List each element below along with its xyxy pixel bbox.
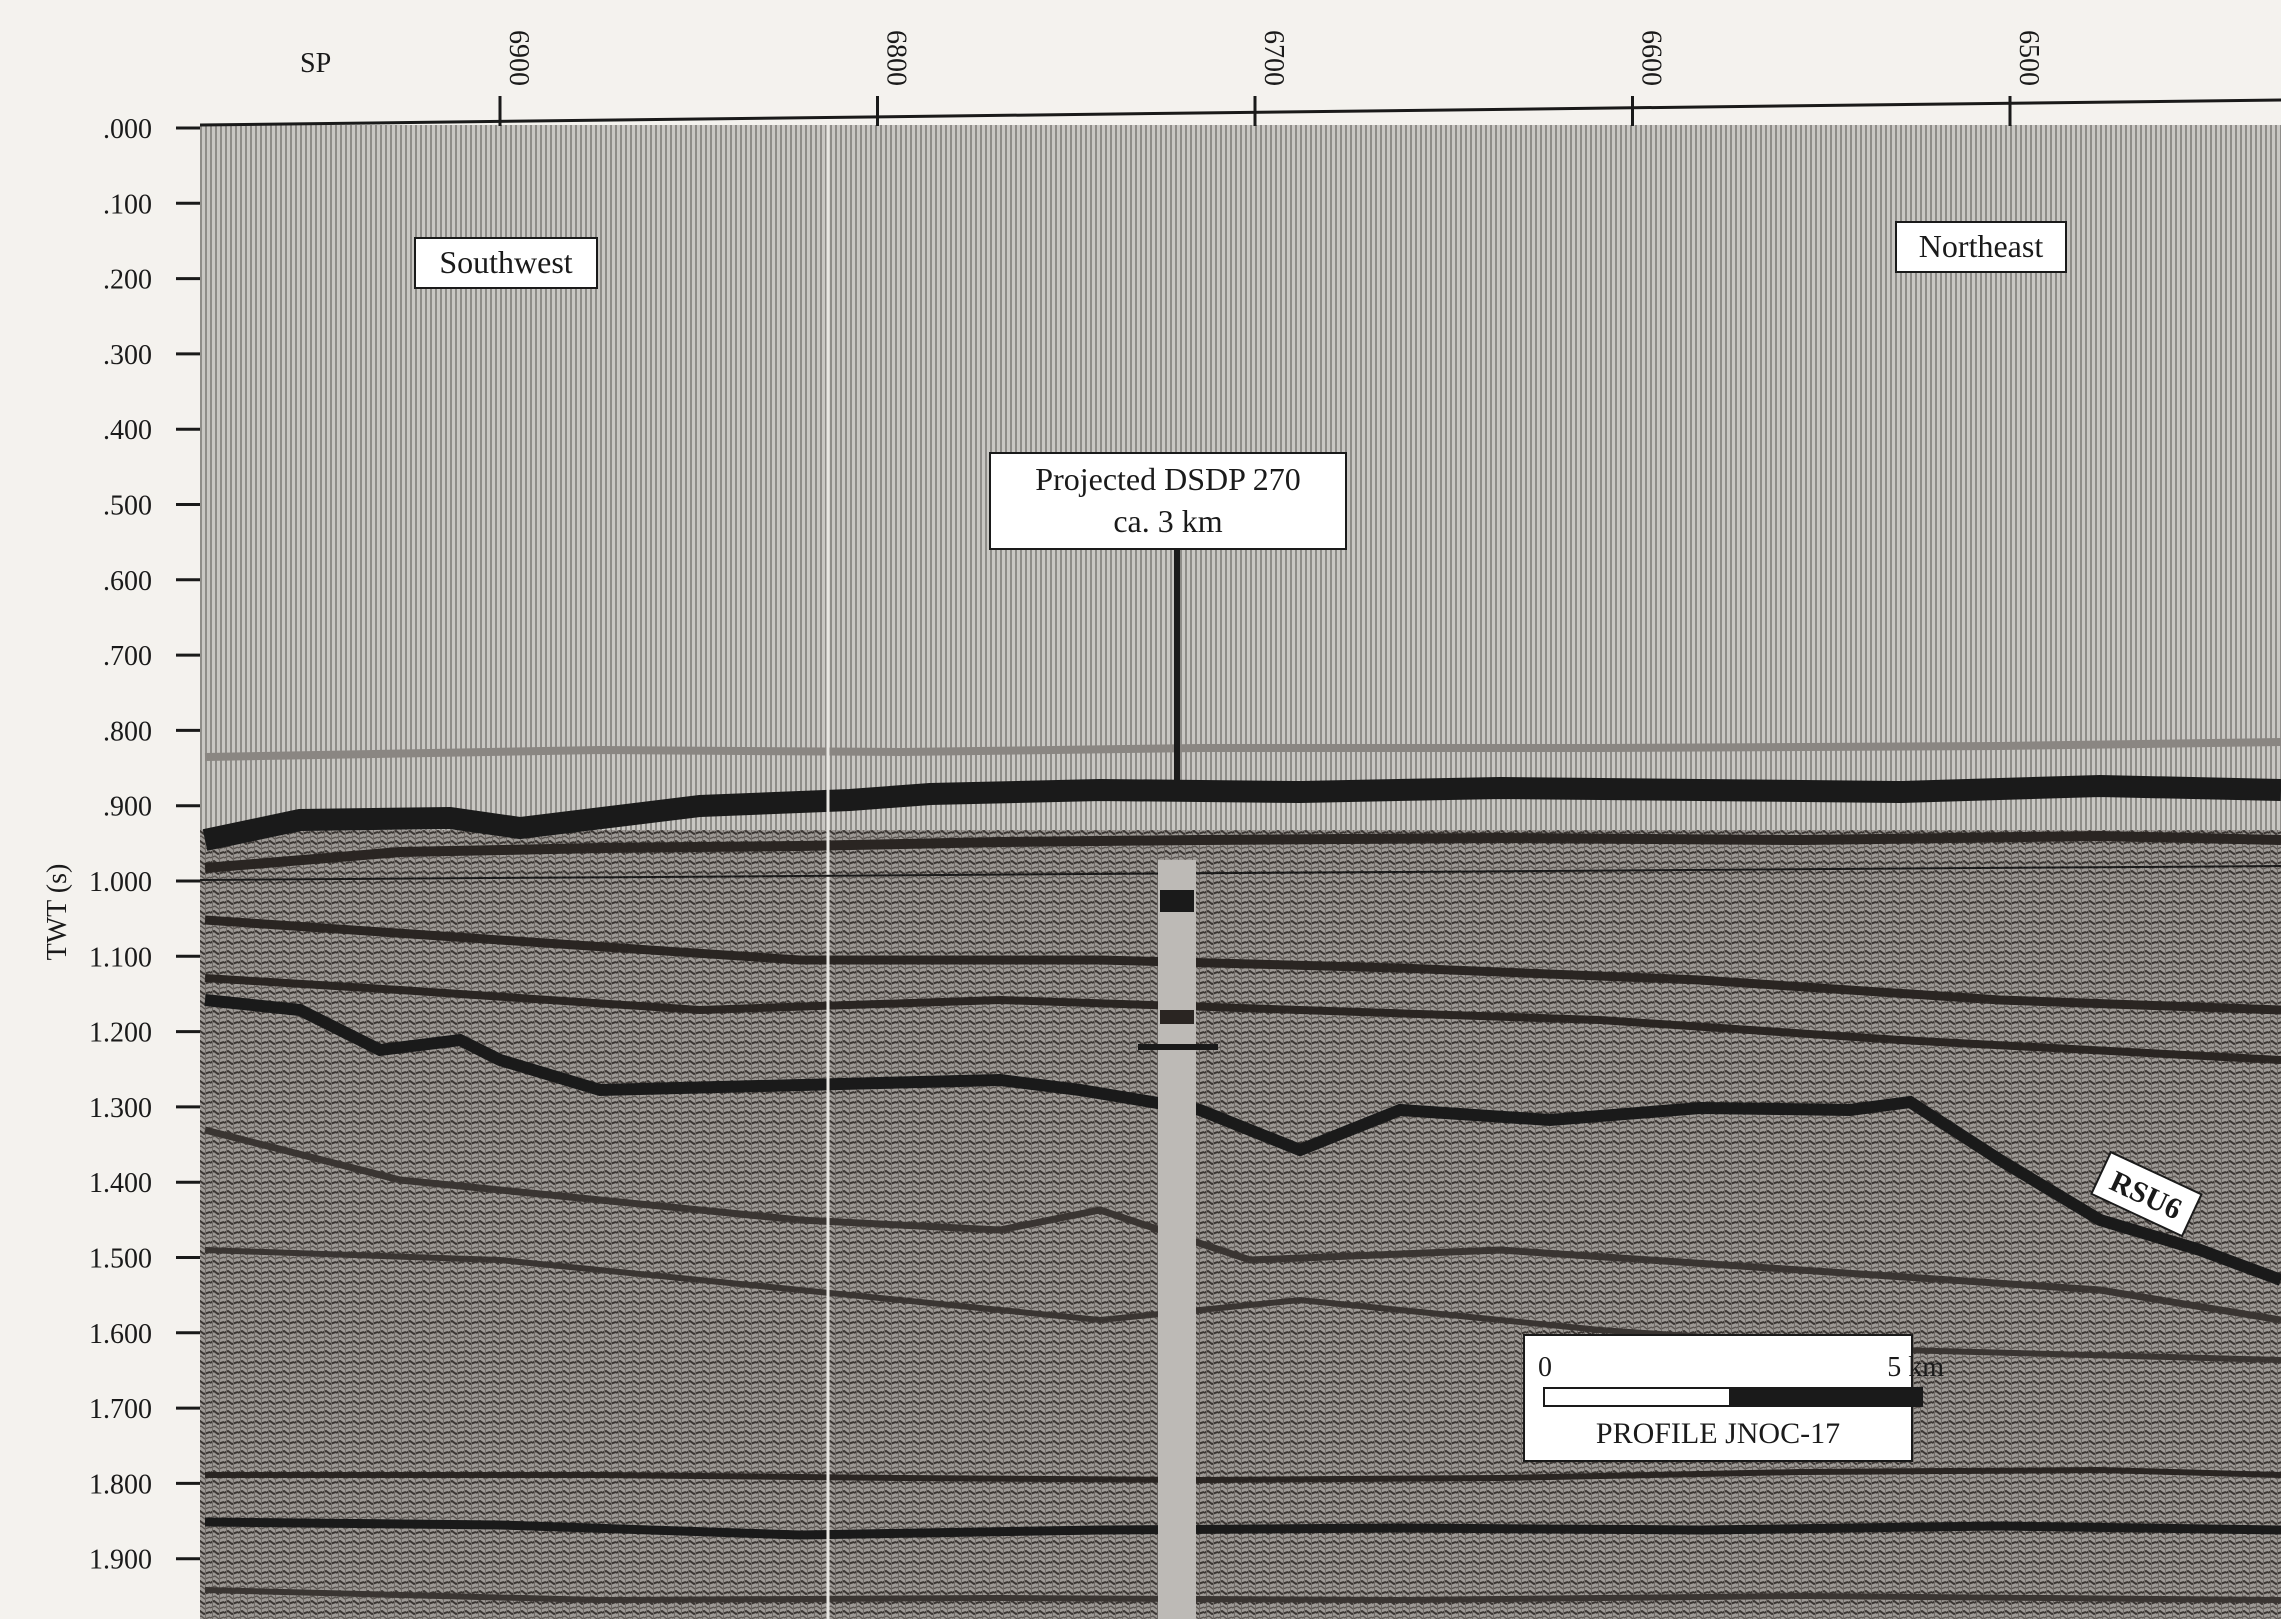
reflector-1 — [204, 915, 2281, 1015]
northeast-label-group: Northeast — [1895, 221, 2067, 273]
scale-bar-profile: PROFILE JNOC-17 — [1596, 1417, 1840, 1450]
time-tick-label: .700 — [103, 641, 152, 672]
time-tick-label: .500 — [103, 491, 152, 522]
time-tick-label: 1.300 — [89, 1093, 152, 1124]
time-tick-label: .900 — [103, 792, 152, 823]
sediment-column — [200, 830, 2281, 1619]
scale-bar-black-segment — [1729, 1387, 1923, 1407]
shotpoint-tick-label: 6600 — [1636, 30, 1667, 86]
time-tick-label: .300 — [103, 340, 152, 371]
borehole-core-2 — [1160, 1010, 1194, 1024]
time-tick-label: 1.900 — [89, 1545, 152, 1576]
time-axis-label: TWT (s) — [42, 864, 73, 961]
time-axis: TWT (s) .000 .100 .200 .300 .400 .500 .600 .700… — [42, 114, 200, 1576]
reflector-4 — [204, 1126, 2281, 1324]
seafloor-reflector — [202, 774, 2281, 851]
time-tick-label: .800 — [103, 716, 152, 747]
time-tick-label: .100 — [103, 189, 152, 220]
shotpoint-tick-label: 6800 — [881, 30, 912, 86]
reflector-8 — [204, 1587, 2281, 1604]
scale-bar-end: 5 km — [1887, 1352, 1944, 1383]
seismic-section — [199, 98, 2281, 1619]
borehole-core-1 — [1160, 890, 1194, 912]
time-tick-label: .600 — [103, 566, 152, 597]
time-tick-label: 1.400 — [89, 1168, 152, 1199]
dsdp-label-line2: ca. 3 km — [1113, 503, 1222, 539]
borehole-top-marker — [1150, 786, 1204, 798]
southwest-label: Southwest — [439, 244, 572, 280]
shotpoint-tick-label: 6500 — [2013, 30, 2044, 86]
time-tick-label: 1.000 — [89, 867, 152, 898]
time-tick-label: .400 — [103, 415, 152, 446]
dsdp-label-line1: Projected DSDP 270 — [1035, 461, 1300, 497]
horizontal-join — [199, 865, 2281, 881]
northeast-label: Northeast — [1919, 228, 2044, 264]
time-tick-label: 1.600 — [89, 1319, 152, 1350]
top-frame — [199, 98, 2281, 127]
reflector-6 — [205, 1466, 2281, 1484]
scale-bar: 0 5 km PROFILE JNOC-17 — [1523, 1334, 1944, 1462]
time-tick-label: .200 — [103, 265, 152, 296]
scale-bar-white-segment — [1543, 1387, 1731, 1407]
shotpoint-tick-label: 6900 — [503, 30, 534, 86]
shotpoint-tick-label: 6700 — [1258, 30, 1289, 86]
reflector-3 — [204, 994, 2281, 1286]
seafloor-reflector-lower — [204, 830, 2281, 873]
scale-bar-start: 0 — [1538, 1352, 1552, 1383]
southwest-label-group: Southwest — [414, 237, 598, 289]
shotpoint-axis-label: SP — [300, 48, 331, 79]
time-tick-label: 1.700 — [89, 1394, 152, 1425]
time-tick-label: 1.500 — [89, 1244, 152, 1275]
time-tick-label: 1.200 — [89, 1018, 152, 1049]
seafloor-precursor — [204, 738, 2281, 761]
reflector-2 — [204, 974, 2281, 1064]
time-tick-label: .000 — [103, 114, 152, 145]
time-tick-label: 1.800 — [89, 1469, 152, 1500]
shotpoint-axis: SP 6900 6800 6700 6600 6500 — [300, 30, 2044, 126]
time-tick-label: 1.100 — [89, 942, 152, 973]
dsdp-label-group: Projected DSDP 270 ca. 3 km — [989, 452, 1347, 550]
borehole-column — [1158, 860, 1196, 1619]
reflector-7 — [204, 1517, 2281, 1540]
